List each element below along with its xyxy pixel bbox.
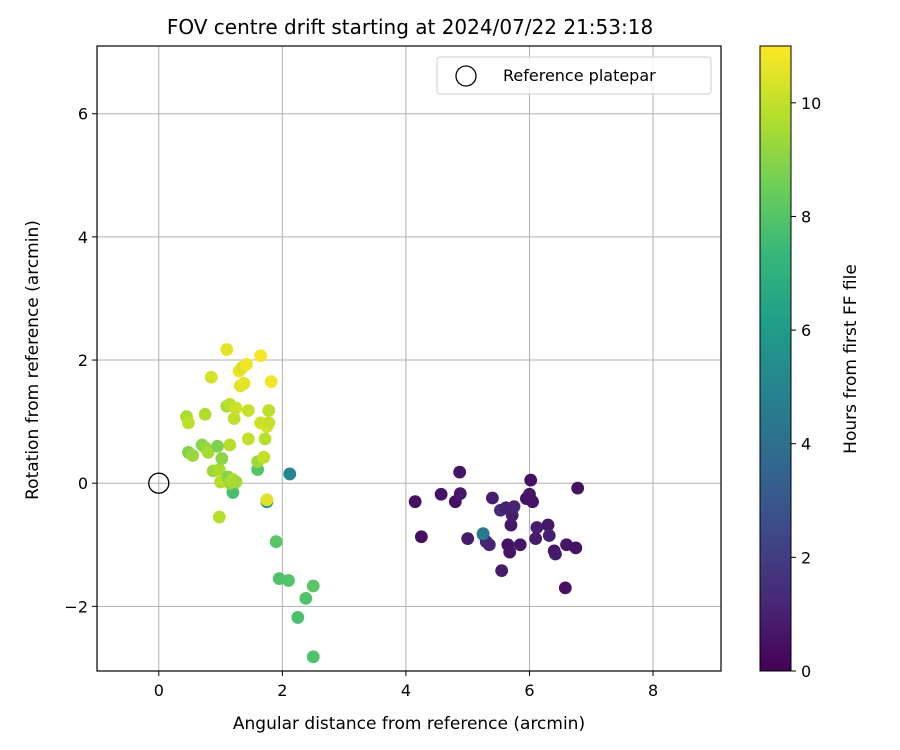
y-tick-label: 4 <box>78 228 88 247</box>
legend: Reference platepar <box>436 56 712 95</box>
data-point <box>201 446 215 459</box>
data-point <box>503 545 517 559</box>
data-point <box>476 527 490 541</box>
data-point <box>229 401 243 415</box>
legend-label: Reference platepar <box>503 66 656 85</box>
data-point <box>204 370 218 384</box>
legend-box <box>436 56 712 95</box>
data-point <box>306 579 320 593</box>
data-point <box>227 412 241 425</box>
data-point <box>524 473 538 487</box>
data-point <box>569 541 583 555</box>
x-tick-label: 4 <box>401 681 411 700</box>
data-point <box>257 450 271 464</box>
data-point <box>254 349 268 363</box>
data-point <box>414 530 428 544</box>
y-axis-ticks: −2 0 2 4 6 <box>64 105 97 616</box>
colorbar-ticks: 0 2 4 6 8 10 <box>791 94 821 681</box>
data-point <box>482 538 496 552</box>
data-point <box>453 487 467 501</box>
data-point <box>240 357 253 371</box>
plot-area-frame <box>96 45 722 672</box>
y-tick-label: −2 <box>64 597 88 616</box>
data-point <box>212 463 226 477</box>
data-point <box>182 416 195 430</box>
data-point <box>513 538 527 552</box>
reference-marker-layer <box>148 472 170 494</box>
colorbar-tick-label: 4 <box>801 435 811 454</box>
data-point <box>262 416 276 430</box>
colorbar <box>759 45 792 672</box>
data-point <box>283 467 297 481</box>
data-point <box>241 404 255 417</box>
data-point <box>461 532 475 546</box>
data-point <box>282 574 295 587</box>
data-point <box>258 432 272 446</box>
data-point <box>220 343 234 356</box>
reference-platepar-marker <box>148 472 170 494</box>
data-point <box>264 375 278 388</box>
data-point <box>306 650 320 664</box>
data-point <box>237 377 251 390</box>
data-point <box>291 611 305 624</box>
data-point <box>549 547 562 561</box>
grid <box>97 46 721 671</box>
data-point <box>558 581 572 595</box>
y-tick-label: 0 <box>78 474 88 493</box>
data-point <box>495 564 509 578</box>
x-tick-label: 6 <box>524 681 534 700</box>
legend-hollow-circle-marker <box>455 65 477 87</box>
colorbar-tick-label: 0 <box>801 662 811 681</box>
y-tick-label: 6 <box>78 105 88 124</box>
data-point <box>542 529 556 542</box>
y-axis-label: Rotation from reference (arcmin) <box>23 220 43 500</box>
x-tick-label: 8 <box>648 681 658 700</box>
data-point <box>571 481 585 495</box>
data-point <box>541 518 555 532</box>
chart-title: FOV centre drift starting at 2024/07/22 … <box>167 15 653 39</box>
x-axis-label: Angular distance from reference (arcmin) <box>233 714 585 734</box>
colorbar-tick-label: 10 <box>801 94 821 113</box>
colorbar-tick-label: 8 <box>801 207 811 226</box>
data-point <box>215 452 229 465</box>
x-tick-label: 2 <box>277 681 287 700</box>
data-point <box>504 518 518 532</box>
data-point <box>299 591 313 605</box>
data-point <box>507 500 521 513</box>
data-point <box>260 493 274 507</box>
data-point <box>211 439 224 453</box>
data-point <box>408 495 422 509</box>
data-point <box>186 449 200 462</box>
colorbar-tick-label: 6 <box>801 321 811 340</box>
data-point <box>434 487 448 501</box>
data-point <box>269 535 283 549</box>
x-axis-ticks: 0 2 4 6 8 <box>154 671 658 700</box>
data-point <box>529 532 543 546</box>
data-point <box>526 495 539 509</box>
data-point <box>229 475 243 489</box>
data-points <box>180 343 585 664</box>
data-point <box>453 465 467 479</box>
data-point <box>262 404 276 417</box>
data-point <box>486 491 499 505</box>
x-tick-label: 0 <box>154 681 164 700</box>
data-point <box>223 438 237 452</box>
y-tick-label: 2 <box>78 351 88 370</box>
colorbar-label: Hours from first FF file <box>841 264 861 454</box>
colorbar-tick-label: 2 <box>801 548 811 567</box>
data-point <box>530 521 544 534</box>
data-point <box>241 432 255 446</box>
data-point <box>198 407 212 421</box>
data-point <box>212 510 226 524</box>
